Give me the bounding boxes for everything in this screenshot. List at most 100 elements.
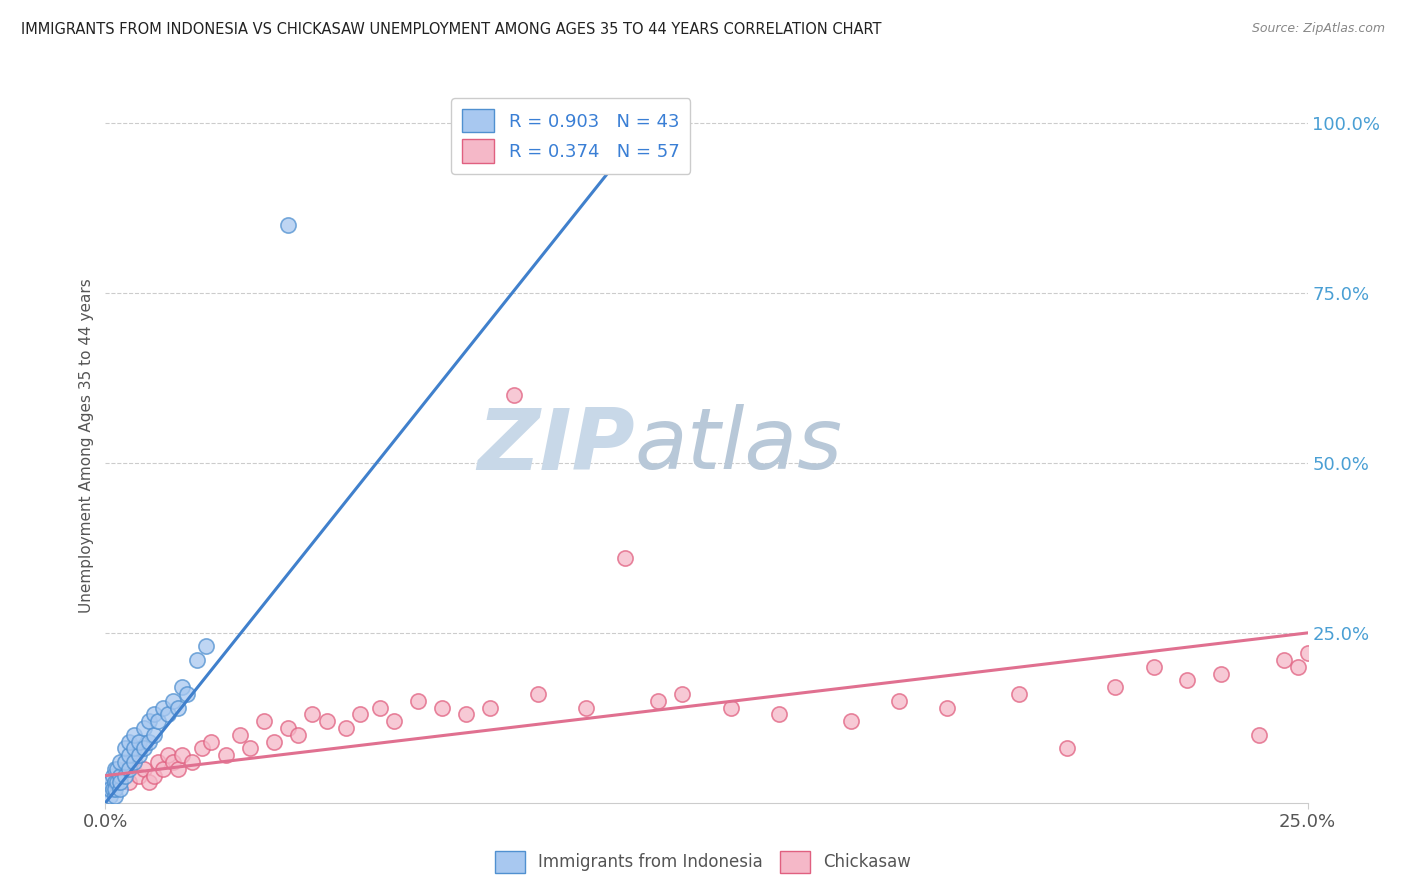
Point: [124, 741, 146, 756]
Point: [186, 653, 208, 667]
Point: [138, 775, 160, 789]
Point: [114, 755, 136, 769]
Point: [287, 728, 309, 742]
Point: [108, 769, 131, 783]
Point: [104, 762, 127, 776]
Point: [1249, 728, 1271, 742]
Point: [1175, 673, 1198, 688]
Point: [107, 775, 129, 789]
Point: [613, 551, 636, 566]
Point: [936, 700, 959, 714]
Point: [190, 741, 212, 756]
Point: [382, 714, 405, 729]
Point: [176, 687, 198, 701]
Point: [138, 734, 160, 748]
Point: [114, 762, 136, 776]
Point: [101, 769, 124, 783]
Point: [479, 700, 502, 714]
Point: [98, 782, 121, 797]
Point: [368, 700, 391, 714]
Point: [152, 762, 174, 776]
Text: atlas: atlas: [634, 404, 842, 488]
Text: Source: ZipAtlas.com: Source: ZipAtlas.com: [1251, 22, 1385, 36]
Point: [768, 707, 790, 722]
Legend: Immigrants from Indonesia, Chickasaw: Immigrants from Indonesia, Chickasaw: [488, 845, 918, 880]
Point: [277, 721, 299, 735]
Point: [128, 769, 150, 783]
Point: [142, 707, 165, 722]
Point: [406, 694, 429, 708]
Point: [104, 775, 127, 789]
Point: [349, 707, 371, 722]
Point: [108, 775, 131, 789]
Point: [1209, 666, 1232, 681]
Point: [214, 748, 236, 763]
Point: [503, 388, 526, 402]
Point: [104, 782, 127, 797]
Point: [172, 748, 194, 763]
Point: [138, 714, 160, 729]
Point: [128, 748, 150, 763]
Point: [181, 755, 204, 769]
Point: [128, 734, 150, 748]
Point: [104, 789, 127, 803]
Legend: R = 0.903   N = 43, R = 0.374   N = 57: R = 0.903 N = 43, R = 0.374 N = 57: [451, 98, 690, 174]
Text: IMMIGRANTS FROM INDONESIA VS CHICKASAW UNEMPLOYMENT AMONG AGES 35 TO 44 YEARS CO: IMMIGRANTS FROM INDONESIA VS CHICKASAW U…: [21, 22, 882, 37]
Point: [156, 707, 179, 722]
Point: [277, 218, 299, 232]
Point: [575, 700, 598, 714]
Point: [1296, 646, 1319, 660]
Point: [98, 789, 121, 803]
Point: [132, 762, 155, 776]
Point: [166, 762, 188, 776]
Point: [162, 755, 184, 769]
Point: [263, 734, 285, 748]
Point: [454, 707, 477, 722]
Point: [118, 775, 141, 789]
Point: [132, 721, 155, 735]
Point: [166, 700, 188, 714]
Point: [1286, 660, 1309, 674]
Y-axis label: Unemployment Among Ages 35 to 44 years: Unemployment Among Ages 35 to 44 years: [79, 278, 94, 614]
Point: [114, 741, 136, 756]
Point: [101, 782, 124, 797]
Point: [108, 782, 131, 797]
Point: [200, 734, 222, 748]
Point: [142, 769, 165, 783]
Point: [1008, 687, 1031, 701]
Point: [104, 775, 127, 789]
Point: [839, 714, 862, 729]
Point: [195, 640, 218, 654]
Point: [887, 694, 910, 708]
Point: [430, 700, 453, 714]
Point: [229, 728, 252, 742]
Point: [152, 700, 174, 714]
Point: [315, 714, 337, 729]
Point: [1143, 660, 1166, 674]
Point: [124, 755, 146, 769]
Point: [148, 755, 170, 769]
Text: ZIP: ZIP: [477, 404, 634, 488]
Point: [162, 694, 184, 708]
Point: [1272, 653, 1295, 667]
Point: [114, 769, 136, 783]
Point: [1104, 680, 1126, 694]
Point: [124, 755, 146, 769]
Point: [98, 782, 121, 797]
Point: [172, 680, 194, 694]
Point: [107, 762, 129, 776]
Point: [118, 762, 141, 776]
Point: [720, 700, 742, 714]
Point: [124, 728, 146, 742]
Point: [1056, 741, 1078, 756]
Point: [671, 687, 693, 701]
Point: [647, 694, 669, 708]
Point: [142, 728, 165, 742]
Point: [97, 782, 120, 797]
Point: [239, 741, 262, 756]
Point: [108, 755, 131, 769]
Point: [335, 721, 357, 735]
Point: [108, 769, 131, 783]
Point: [253, 714, 276, 729]
Point: [98, 775, 121, 789]
